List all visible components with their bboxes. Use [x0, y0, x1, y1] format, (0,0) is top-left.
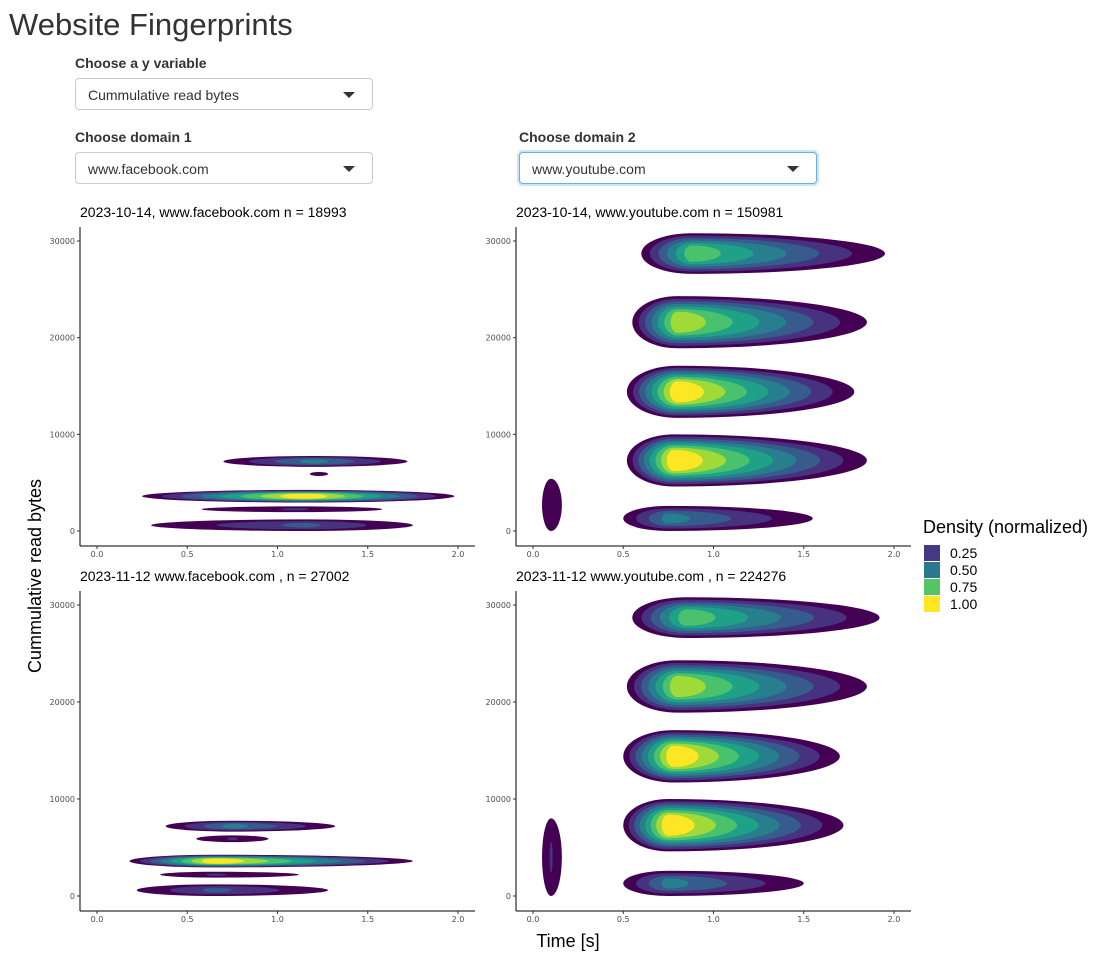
legend-title: Density (normalized)	[923, 517, 1088, 537]
y-tick-label: 0	[506, 527, 511, 536]
y-tick-label: 30000	[50, 237, 75, 246]
y-tick-label: 10000	[486, 430, 511, 439]
y-tick-label: 20000	[486, 334, 511, 343]
density-band-p4-b4-l8	[666, 745, 699, 767]
domain2-value: www.youtube.com	[532, 161, 646, 177]
y-variable-label: Choose a y variable	[75, 55, 207, 71]
caret-down-icon	[787, 166, 799, 172]
density-band-p2-b2-l4	[661, 513, 691, 524]
x-tick-label: 0.0	[527, 915, 540, 924]
x-tick-label: 0.5	[181, 550, 194, 559]
legend-label-0.75: 0.75	[950, 579, 977, 595]
x-tick-label: 2.0	[452, 550, 465, 559]
density-band-p4-b6-l6	[678, 609, 716, 626]
x-tick-label: 2.0	[452, 915, 465, 924]
y-tick-label: 20000	[50, 334, 75, 343]
x-tick-label: 0.0	[527, 550, 540, 559]
y-tick-label: 0	[70, 527, 75, 536]
x-axis-title: Time [s]	[536, 931, 599, 951]
x-tick-label: 1.5	[361, 550, 374, 559]
density-band-p1-b2-l8	[280, 493, 328, 499]
x-tick-label: 2.0	[888, 550, 901, 559]
density-band-p3-b2-l8	[201, 858, 245, 864]
legend-swatch-0.50	[924, 562, 940, 578]
y-tick-label: 0	[70, 892, 75, 901]
x-tick-label: 1.0	[707, 915, 720, 924]
density-band-p2-b5-l7	[670, 311, 706, 333]
density-band-p1-b1-l3	[281, 522, 321, 528]
x-tick-label: 0.5	[617, 550, 630, 559]
y-axis-title: Cummulative read bytes	[25, 479, 45, 673]
x-tick-label: 0.5	[181, 915, 194, 924]
legend-swatch-1.00	[924, 596, 940, 612]
x-tick-label: 2.0	[888, 915, 901, 924]
panel-title-1: 2023-10-14, www.facebook.com n = 18993	[80, 204, 347, 220]
y-variable-value: Cummulative read bytes	[88, 87, 239, 103]
x-tick-label: 1.0	[707, 550, 720, 559]
domain2-label: Choose domain 2	[519, 129, 636, 145]
y-tick-label: 30000	[50, 601, 75, 610]
caret-down-icon	[343, 92, 355, 98]
x-tick-label: 0.5	[617, 915, 630, 924]
y-tick-label: 20000	[486, 698, 511, 707]
density-band-p3-b3-l2	[206, 873, 228, 876]
x-tick-label: 1.0	[271, 550, 284, 559]
density-band-p1-b3-l2	[281, 508, 309, 511]
domain1-select[interactable]: www.facebook.com	[75, 152, 373, 184]
x-tick-label: 0.0	[91, 550, 104, 559]
domain1-label: Choose domain 1	[75, 129, 192, 145]
y-tick-label: 0	[506, 892, 511, 901]
density-band-p3-b1-l3	[202, 887, 232, 893]
x-tick-label: 1.5	[361, 915, 374, 924]
density-band-p3-b5-l2	[226, 837, 238, 841]
domain2-select[interactable]: www.youtube.com	[519, 152, 817, 184]
density-band-p4-b5-l7	[669, 675, 706, 698]
density-band-p4-b2-l4	[661, 878, 689, 889]
y-tick-label: 10000	[50, 430, 75, 439]
y-tick-label: 20000	[50, 698, 75, 707]
legend-swatch-0.75	[924, 579, 940, 595]
density-band-p2-b4-l8	[669, 381, 704, 403]
y-tick-label: 30000	[486, 237, 511, 246]
caret-down-icon	[343, 166, 355, 172]
density-band-p2-b6-l6	[684, 245, 721, 262]
panel-title-4: 2023-11-12 www.youtube.com , n = 224276	[516, 568, 786, 584]
y-variable-select[interactable]: Cummulative read bytes	[75, 78, 373, 110]
legend-swatch-0.25	[924, 545, 940, 561]
legend-label-0.50: 0.50	[950, 562, 977, 578]
x-tick-label: 1.5	[797, 550, 810, 559]
y-tick-label: 10000	[50, 795, 75, 804]
density-band-p1-b4-l4	[300, 459, 328, 464]
density-band-p1-b5-l1	[309, 471, 329, 476]
y-tick-label: 30000	[486, 601, 511, 610]
x-tick-label: 1.5	[797, 915, 810, 924]
density-band-p4-b3-l8	[661, 814, 695, 836]
domain1-value: www.facebook.com	[88, 161, 209, 177]
legend-label-1.00: 1.00	[950, 596, 977, 612]
density-band-p4-b1-l2	[549, 841, 553, 873]
density-band-p2-b1-l1	[542, 478, 562, 531]
panel-title-2: 2023-10-14, www.youtube.com n = 150981	[516, 204, 784, 220]
x-tick-label: 0.0	[91, 915, 104, 924]
density-band-p3-b4-l4	[222, 823, 248, 829]
density-band-p3-b3-l1	[160, 871, 300, 878]
y-tick-label: 10000	[486, 795, 511, 804]
x-tick-label: 1.0	[271, 915, 284, 924]
density-band-p2-b3-l8	[666, 449, 703, 472]
panel-title-3: 2023-11-12 www.facebook.com , n = 27002	[80, 568, 350, 584]
page-title: Website Fingerprints	[9, 7, 293, 42]
legend-label-0.25: 0.25	[950, 545, 977, 561]
